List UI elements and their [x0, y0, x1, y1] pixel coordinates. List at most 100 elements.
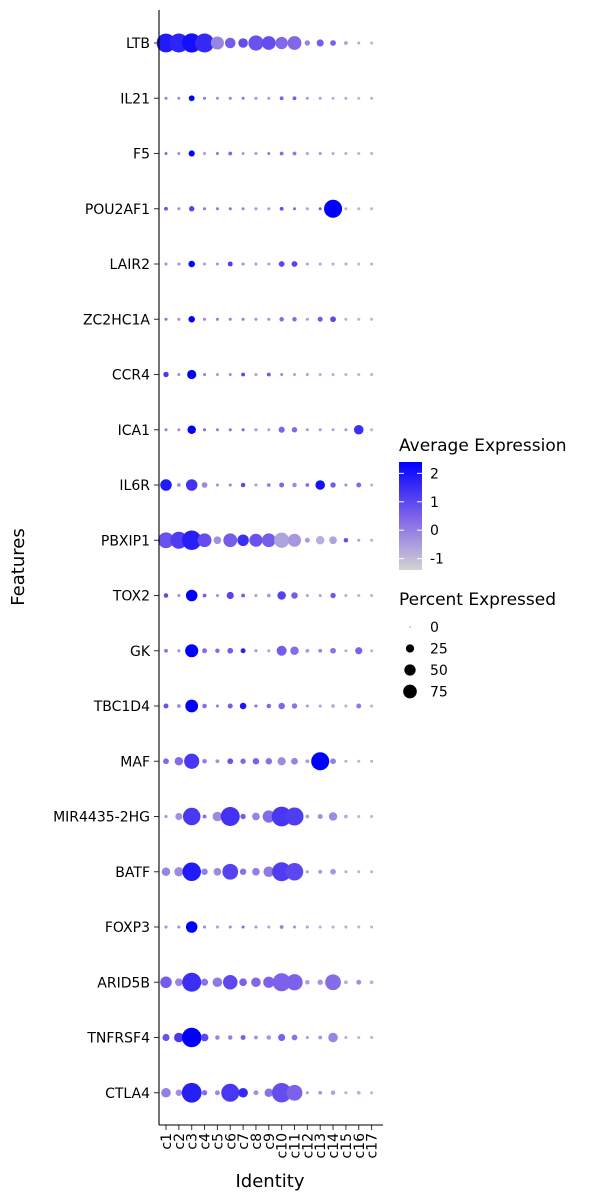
y-tick-label: TBC1D4	[93, 699, 150, 715]
expression-dot	[357, 151, 361, 156]
size-legend-title: Percent Expressed	[399, 590, 556, 610]
expression-dot	[227, 703, 233, 709]
expression-dot	[175, 1089, 183, 1097]
expression-dot	[254, 428, 258, 432]
expression-dot	[357, 538, 361, 542]
expression-dot	[278, 1033, 286, 1042]
y-tick-label: ARID5B	[97, 975, 150, 991]
x-tick-label: c11	[288, 1133, 304, 1159]
y-tick-label: TOX2	[112, 589, 150, 605]
expression-dot	[331, 704, 335, 708]
expression-dot	[357, 593, 361, 598]
expression-dot	[251, 977, 261, 988]
expression-dot	[164, 206, 168, 211]
expression-dot	[324, 199, 343, 218]
expression-dot	[305, 704, 309, 708]
size-legend-dot	[405, 644, 415, 653]
expression-dot	[241, 207, 245, 211]
expression-dot	[278, 426, 285, 433]
expression-dot	[215, 262, 219, 266]
expression-dot	[357, 814, 361, 819]
expression-dot	[203, 151, 207, 156]
color-legend-tick-label: 2	[430, 466, 439, 482]
expression-dot	[177, 151, 181, 156]
x-tick-label: c9	[262, 1133, 278, 1150]
expression-dot	[315, 480, 326, 490]
expression-dot	[254, 1035, 258, 1040]
expression-dot	[330, 647, 336, 654]
expression-dot	[215, 925, 219, 929]
y-axis-ticks: LTB IL21 F5 POU2AF1 LAIR2 ZC2HC1A CCR4 ICA1 IL6R…	[53, 36, 159, 1102]
expression-dot	[200, 978, 209, 986]
expression-dot	[278, 261, 285, 267]
expression-dot	[267, 428, 271, 432]
expression-dot	[357, 262, 361, 266]
expression-dot	[356, 1090, 361, 1095]
expression-dot	[370, 1035, 374, 1040]
color-legend: Average Expression 2 1 0 -1	[399, 436, 567, 570]
expression-dot	[318, 151, 322, 156]
expression-dot	[275, 36, 288, 50]
expression-dot	[344, 262, 348, 266]
expression-dot	[305, 317, 309, 321]
expression-dot	[215, 151, 219, 156]
expression-dot	[177, 428, 181, 432]
expression-dot	[370, 372, 374, 377]
x-axis-ticks: c1c2c3c4c5c6c7c8c9c10c11c12c13c14c15c16c…	[159, 1125, 381, 1159]
expression-dot	[174, 1032, 184, 1043]
expression-dot	[305, 372, 309, 377]
expression-dot	[305, 648, 310, 653]
expression-dot	[344, 925, 348, 929]
expression-dot	[317, 979, 323, 985]
expression-dot	[241, 925, 245, 929]
expression-dot	[215, 428, 219, 432]
expression-dot	[176, 704, 181, 708]
expression-dot	[357, 1035, 361, 1040]
expression-dot	[276, 645, 287, 656]
expression-dot	[164, 925, 168, 929]
expression-dot	[203, 96, 207, 100]
expression-dot	[267, 649, 271, 653]
expression-dot	[161, 1087, 171, 1098]
expression-dot	[343, 980, 348, 985]
expression-dot	[318, 648, 323, 653]
expression-dot	[279, 482, 285, 488]
expression-dot	[241, 317, 245, 321]
expression-dot	[330, 316, 336, 323]
expression-dot	[254, 317, 258, 321]
expression-dot	[331, 96, 335, 100]
expression-dot	[202, 703, 207, 709]
expression-dot	[215, 759, 220, 764]
y-tick-label: BATF	[115, 865, 150, 881]
expression-dot	[177, 96, 181, 100]
expression-dot	[325, 974, 341, 991]
expression-dot	[305, 151, 309, 156]
x-tick-label: c8	[249, 1133, 265, 1150]
expression-dot	[177, 925, 181, 929]
expression-dot	[330, 592, 336, 599]
expression-dot	[160, 479, 172, 491]
expression-dot	[238, 1087, 248, 1098]
expression-dot	[239, 978, 247, 987]
expression-dot	[292, 482, 297, 488]
expression-dot	[318, 593, 322, 598]
expression-dot	[344, 317, 348, 321]
expression-dot	[222, 863, 239, 880]
x-tick-label: c17	[365, 1133, 381, 1159]
y-tick-label: ZC2HC1A	[83, 312, 150, 328]
expression-dot	[241, 96, 245, 100]
expression-dot	[174, 757, 184, 766]
expression-dot	[189, 206, 195, 212]
expression-dot	[331, 428, 335, 432]
expression-dot	[202, 759, 207, 764]
expression-dot	[316, 39, 324, 47]
expression-dot	[286, 1084, 303, 1101]
expression-dot	[357, 925, 361, 929]
expression-dot	[331, 372, 335, 377]
expression-dot	[177, 207, 181, 211]
expression-dot	[279, 206, 284, 211]
expression-dot	[331, 925, 335, 929]
expression-dot	[330, 1090, 336, 1095]
expression-dot	[285, 863, 304, 881]
y-tick-label: LTB	[126, 36, 150, 52]
